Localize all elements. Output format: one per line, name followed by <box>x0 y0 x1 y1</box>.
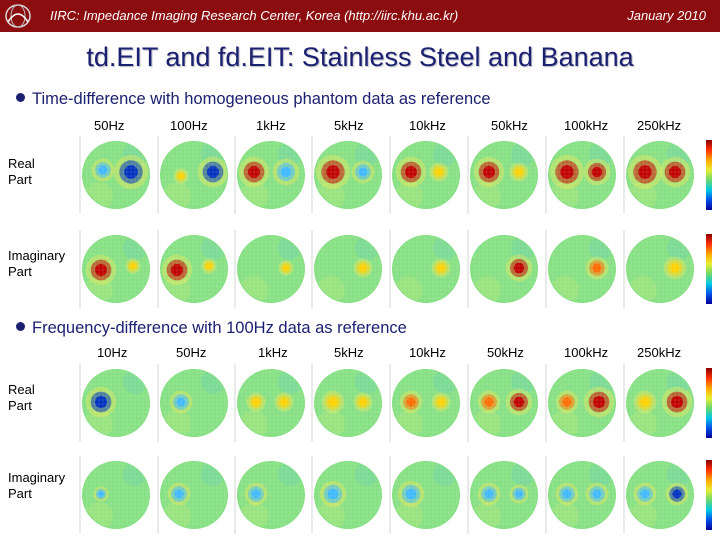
row-label-fd-real: Real Part <box>8 382 35 414</box>
row-label-td-real: Real Part <box>8 156 35 188</box>
bullet-dot-icon <box>16 322 25 331</box>
colorbar <box>706 460 712 530</box>
eit-image-panel <box>389 136 461 214</box>
row-label-line: Imaginary <box>8 470 66 485</box>
frequency-label: 250kHz <box>637 345 682 360</box>
eit-image-panel <box>234 364 306 442</box>
header-bar: IIRC: Impedance Imaging Research Center,… <box>0 0 720 32</box>
frequency-label: 50kHz <box>491 118 528 133</box>
row-label-line: Real <box>8 156 35 171</box>
eit-image-panel <box>389 230 461 308</box>
colorbar <box>706 140 712 210</box>
eit-image-panel <box>623 456 695 534</box>
eit-image-panel <box>623 364 695 442</box>
section-heading-text: Frequency-difference with 100Hz data as … <box>32 319 407 337</box>
frequency-label: 10kHz <box>409 118 446 133</box>
frequency-label: 100kHz <box>564 345 609 360</box>
eit-image-panel <box>311 364 383 442</box>
eit-image-panel <box>467 230 539 308</box>
header-title: IIRC: Impedance Imaging Research Center,… <box>50 8 459 23</box>
section-heading-time-difference: Time-difference with homogeneous phantom… <box>16 90 491 109</box>
row-label-td-imaginary: Imaginary Part <box>8 248 65 280</box>
eit-image-panel <box>157 364 229 442</box>
eit-image-panel <box>545 136 617 214</box>
row-label-line: Part <box>8 398 32 413</box>
eit-image-panel <box>545 230 617 308</box>
eit-image-panel <box>545 364 617 442</box>
row-label-line: Real <box>8 382 35 397</box>
eit-image-panel <box>157 136 229 214</box>
eit-image-panel <box>467 456 539 534</box>
eit-image-panel <box>467 364 539 442</box>
eit-image-panel <box>234 456 306 534</box>
frequency-label: 5kHz <box>334 118 364 133</box>
eit-image-panel <box>623 230 695 308</box>
frequency-label: 250kHz <box>637 118 682 133</box>
frequency-label: 100Hz <box>170 118 208 133</box>
frequency-label: 1kHz <box>258 345 288 360</box>
eit-image-panel <box>79 456 151 534</box>
frequency-label: 50kHz <box>487 345 524 360</box>
frequency-label: 50Hz <box>176 345 207 360</box>
eit-image-panel <box>623 136 695 214</box>
iirc-logo-icon <box>5 4 31 28</box>
eit-image-panel <box>234 230 306 308</box>
eit-image-panel <box>79 136 151 214</box>
eit-image-panel <box>234 136 306 214</box>
eit-image-panel <box>467 136 539 214</box>
row-label-line: Part <box>8 172 32 187</box>
frequency-label: 50Hz <box>94 118 125 133</box>
frequency-label: 1kHz <box>256 118 286 133</box>
row-label-line: Part <box>8 486 32 501</box>
eit-image-panel <box>311 136 383 214</box>
row-label-fd-imaginary: Imaginary Part <box>8 470 65 502</box>
row-label-line: Imaginary <box>8 248 66 263</box>
colorbar <box>706 368 712 438</box>
eit-image-panel <box>311 230 383 308</box>
eit-image-panel <box>79 230 151 308</box>
frequency-label: 10Hz <box>97 345 128 360</box>
frequency-label: 100kHz <box>564 118 609 133</box>
eit-image-panel <box>79 364 151 442</box>
eit-image-panel <box>311 456 383 534</box>
eit-image-panel <box>389 456 461 534</box>
frequency-label: 5kHz <box>334 345 364 360</box>
eit-image-panel <box>545 456 617 534</box>
eit-image-panel <box>389 364 461 442</box>
bullet-dot-icon <box>16 93 25 102</box>
eit-image-panel <box>157 456 229 534</box>
header-date: January 2010 <box>627 8 706 23</box>
frequency-label: 10kHz <box>409 345 446 360</box>
slide-title: td.EIT and fd.EIT: Stainless Steel and B… <box>86 42 634 72</box>
section-heading-text: Time-difference with homogeneous phantom… <box>32 90 491 108</box>
colorbar <box>706 234 712 304</box>
eit-image-panel <box>157 230 229 308</box>
section-heading-frequency-difference: Frequency-difference with 100Hz data as … <box>16 319 407 338</box>
row-label-line: Part <box>8 264 32 279</box>
